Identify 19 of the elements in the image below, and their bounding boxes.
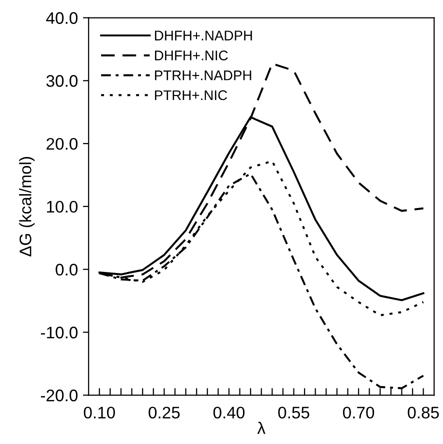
y-tick-label: 40.0 (46, 12, 78, 24)
legend-label: PTRH+.NIC (155, 90, 228, 100)
legend-label: DHFH+.NIC (155, 50, 228, 60)
legend-label: PTRH+.NADPH (155, 70, 252, 80)
x-axis-title: λ (257, 422, 266, 434)
x-tick-label: 0.40 (213, 406, 245, 419)
y-tick-label: 20.0 (46, 138, 78, 150)
x-tick-label: 0.25 (148, 406, 180, 419)
y-tick-label: 30.0 (46, 75, 78, 87)
x-tick-label: 0.55 (278, 406, 310, 419)
legend-label: DHFH+.NADPH (155, 30, 252, 40)
y-tick-label: -10.0 (40, 326, 78, 338)
x-tick-label: 0.70 (342, 406, 374, 419)
x-tick-label: 0.85 (408, 406, 439, 419)
y-tick-label: 0.0 (56, 264, 78, 276)
y-axis-title: ΔG (kcal/mol) (19, 157, 35, 256)
y-tick-label: 10.0 (47, 200, 78, 213)
y-tick-label: -20.0 (40, 390, 78, 402)
x-tick-label: 0.10 (84, 406, 115, 419)
